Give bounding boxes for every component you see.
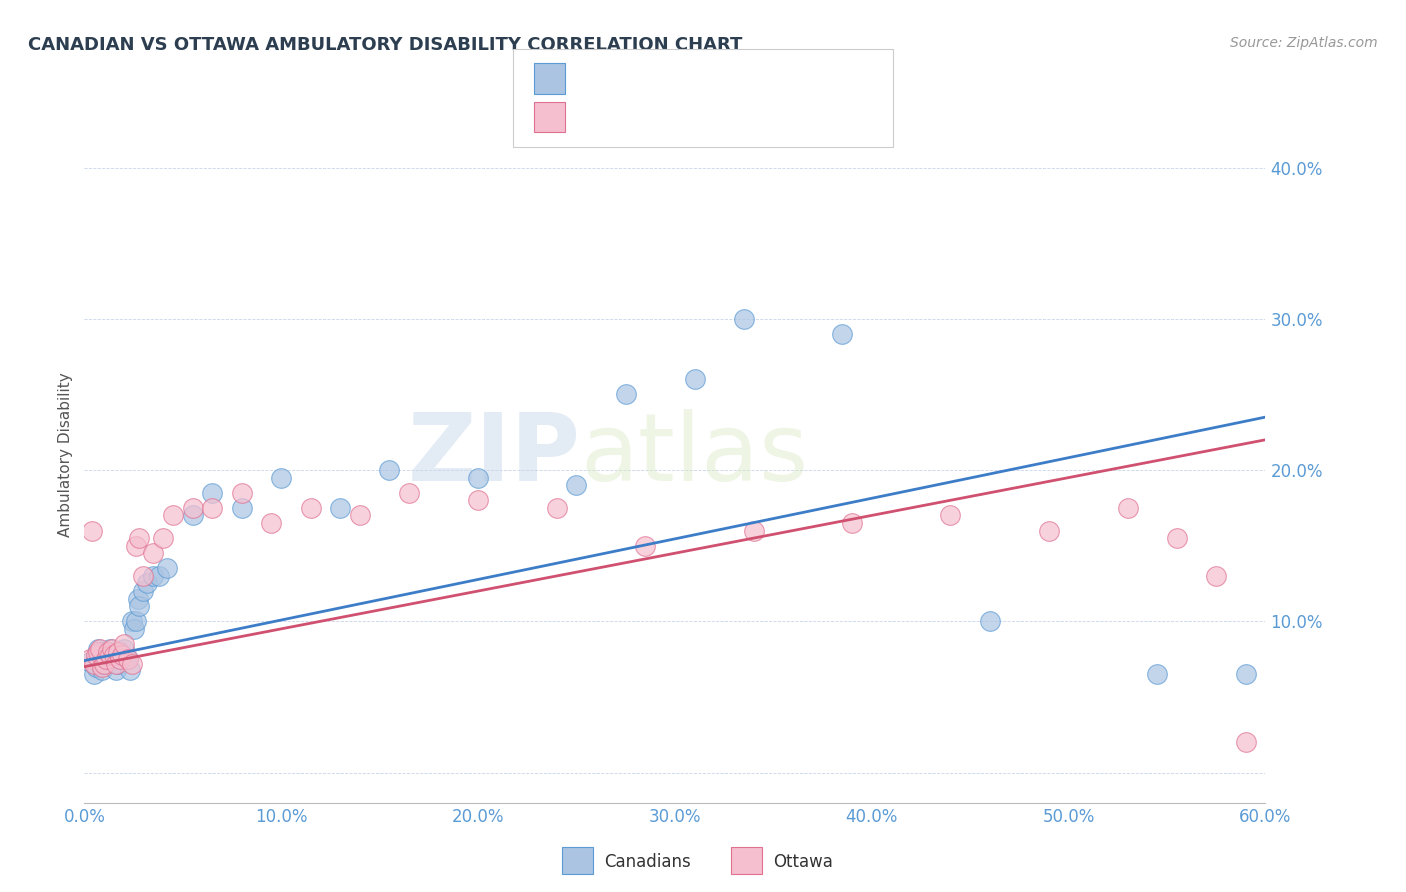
Point xyxy=(97,650,120,665)
Point xyxy=(103,648,125,662)
Point xyxy=(94,652,117,666)
Point xyxy=(94,648,117,662)
Point xyxy=(231,485,253,500)
Point xyxy=(107,644,129,658)
Point xyxy=(101,652,124,666)
Point xyxy=(565,478,588,492)
Point xyxy=(634,539,657,553)
Point xyxy=(260,516,283,530)
Point xyxy=(111,648,134,662)
Point xyxy=(79,652,101,666)
Point xyxy=(181,508,204,523)
Point xyxy=(1146,667,1168,681)
Y-axis label: Ambulatory Disability: Ambulatory Disability xyxy=(58,373,73,537)
Point xyxy=(103,648,125,662)
Point xyxy=(128,531,150,545)
Point xyxy=(118,663,141,677)
Point xyxy=(93,657,115,671)
Point xyxy=(117,652,139,666)
Point xyxy=(132,569,155,583)
Point xyxy=(111,648,134,662)
Text: Source: ZipAtlas.com: Source: ZipAtlas.com xyxy=(1230,36,1378,50)
Text: CANADIAN VS OTTAWA AMBULATORY DISABILITY CORRELATION CHART: CANADIAN VS OTTAWA AMBULATORY DISABILITY… xyxy=(28,36,742,54)
Point xyxy=(329,500,352,515)
Point xyxy=(733,311,755,326)
Point xyxy=(979,615,1001,629)
Point xyxy=(83,667,105,681)
Point xyxy=(91,659,114,673)
Text: R = 0.352   N = 44: R = 0.352 N = 44 xyxy=(576,108,747,126)
Text: R = 0.333   N = 45: R = 0.333 N = 45 xyxy=(576,70,747,87)
Point xyxy=(98,648,121,662)
Point xyxy=(124,539,146,553)
Point xyxy=(117,652,139,666)
Point xyxy=(162,508,184,523)
Point xyxy=(87,641,110,656)
Point xyxy=(82,524,104,538)
Point xyxy=(121,615,143,629)
Point xyxy=(152,531,174,545)
Point xyxy=(122,622,145,636)
Point xyxy=(84,659,107,673)
Point xyxy=(546,500,568,515)
Point xyxy=(467,493,489,508)
Point xyxy=(121,657,143,671)
Point xyxy=(91,663,114,677)
Point xyxy=(132,584,155,599)
Point xyxy=(108,652,131,666)
Point xyxy=(112,641,135,656)
Point xyxy=(614,387,637,401)
Point xyxy=(128,599,150,614)
Point xyxy=(107,657,129,671)
Point xyxy=(831,326,853,341)
Text: Canadians: Canadians xyxy=(605,853,692,871)
Point xyxy=(1038,524,1060,538)
Point xyxy=(89,644,111,658)
Point xyxy=(742,524,765,538)
Point xyxy=(270,470,292,484)
Point xyxy=(101,641,124,656)
Point xyxy=(683,372,706,386)
Text: ZIP: ZIP xyxy=(408,409,581,501)
Point xyxy=(87,644,110,658)
Point xyxy=(467,470,489,484)
Point xyxy=(89,641,111,656)
Point xyxy=(104,657,127,671)
Point xyxy=(148,569,170,583)
Point xyxy=(1166,531,1188,545)
Point xyxy=(201,485,224,500)
Point xyxy=(349,508,371,523)
Point xyxy=(1116,500,1139,515)
Point xyxy=(104,663,127,677)
Point xyxy=(79,655,101,669)
Point xyxy=(299,500,322,515)
Point xyxy=(127,591,149,606)
Point xyxy=(181,500,204,515)
Point xyxy=(108,644,131,658)
Point xyxy=(398,485,420,500)
Point xyxy=(1234,667,1257,681)
Point xyxy=(939,508,962,523)
Point xyxy=(841,516,863,530)
Point xyxy=(142,569,165,583)
Point xyxy=(84,648,107,662)
Point xyxy=(112,637,135,651)
Point xyxy=(93,657,115,671)
Point xyxy=(231,500,253,515)
Point xyxy=(156,561,179,575)
Text: Ottawa: Ottawa xyxy=(773,853,834,871)
Point xyxy=(124,615,146,629)
Text: atlas: atlas xyxy=(581,409,808,501)
Point xyxy=(89,652,111,666)
Point xyxy=(378,463,401,477)
Point xyxy=(83,657,105,671)
Point xyxy=(1205,569,1227,583)
Point xyxy=(97,644,120,658)
Point xyxy=(136,576,159,591)
Point xyxy=(201,500,224,515)
Point xyxy=(98,641,121,656)
Point xyxy=(1234,735,1257,749)
Point xyxy=(142,546,165,560)
